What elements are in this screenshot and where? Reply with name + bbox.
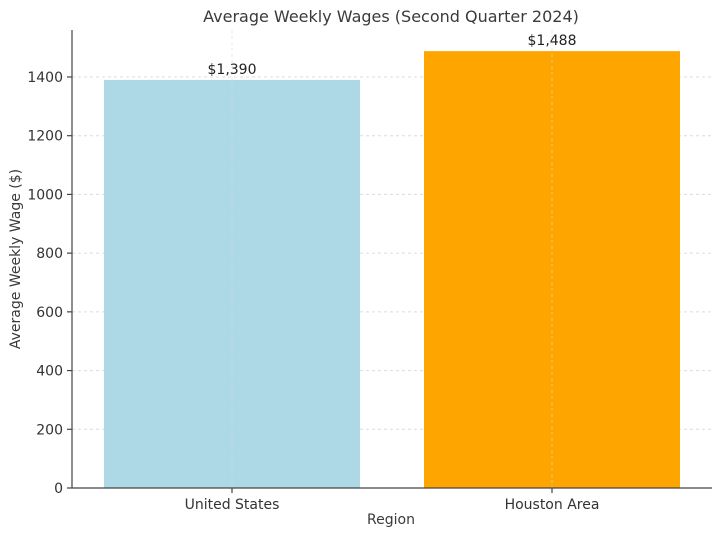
chart-title: Average Weekly Wages (Second Quarter 202… xyxy=(203,7,579,26)
x-axis-label: Region xyxy=(367,512,415,528)
y-tick-label: 1400 xyxy=(27,70,63,86)
labels: 0 200 400 600 800 1000 1200 1400 United States $1… xyxy=(27,33,599,513)
axes xyxy=(67,30,712,493)
bar-data-label: $1,488 xyxy=(528,33,577,49)
bar-data-label: $1,390 xyxy=(208,62,257,78)
y-tick-label: 800 xyxy=(36,246,63,262)
x-tick-label: Houston Area xyxy=(505,497,600,513)
y-tick-label: 600 xyxy=(36,305,63,321)
bars xyxy=(104,30,680,489)
y-tick-label: 200 xyxy=(36,422,63,438)
y-tick-label: 0 xyxy=(54,481,63,497)
y-tick-label: 1000 xyxy=(27,187,63,203)
y-tick-label: 400 xyxy=(36,364,63,380)
y-tick-label: 1200 xyxy=(27,129,63,145)
y-axis-label: Average Weekly Wage ($) xyxy=(8,169,24,349)
x-tick-label: United States xyxy=(185,497,280,513)
